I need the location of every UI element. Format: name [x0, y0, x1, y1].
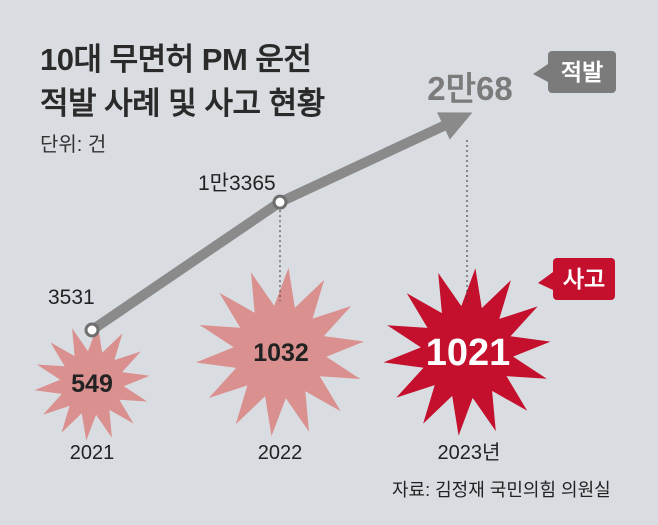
- data-labels: 3531 1만3365 2만68 549 1032 1021 2021 2022 2023년: [48, 70, 513, 464]
- accident-bursts: [34, 267, 551, 441]
- guide-lines: [279, 140, 468, 302]
- enforcement-label-2023: 2만68: [427, 70, 512, 107]
- enforcement-point-2021: [84, 322, 100, 338]
- unit-label: 단위: 건: [40, 134, 107, 156]
- enforcement-point-2022: [272, 194, 288, 210]
- accident-burst-2023: [383, 268, 551, 436]
- legend-tag-enforcement: 적발: [533, 51, 616, 93]
- legend-tag-accident-label: 사고: [563, 266, 605, 292]
- enforcement-arrow-head: [437, 112, 473, 140]
- chart-title-line2: 적발 사례 및 사고 현황: [40, 86, 325, 121]
- x-tick-2022: 2022: [258, 442, 303, 464]
- chart-title-line1: 10대 무면허 PM 운전: [40, 42, 312, 77]
- x-tick-2021: 2021: [70, 442, 115, 464]
- x-tick-2023: 2023년: [438, 441, 501, 464]
- legend-tag-accident: 사고: [538, 258, 615, 300]
- enforcement-line-layer: [84, 112, 473, 338]
- accident-label-2021: 549: [71, 370, 113, 398]
- enforcement-label-2021: 3531: [48, 286, 95, 309]
- accident-burst-2021: [34, 325, 150, 441]
- accident-label-2023: 1021: [426, 332, 511, 374]
- enforcement-label-2022: 1만3365: [198, 172, 276, 195]
- accident-burst-2022: [195, 267, 365, 437]
- accident-label-2022: 1032: [253, 339, 309, 367]
- source-note: 자료: 김정재 국민의힘 의원실: [392, 480, 611, 500]
- legend-tag-enforcement-label: 적발: [561, 59, 603, 85]
